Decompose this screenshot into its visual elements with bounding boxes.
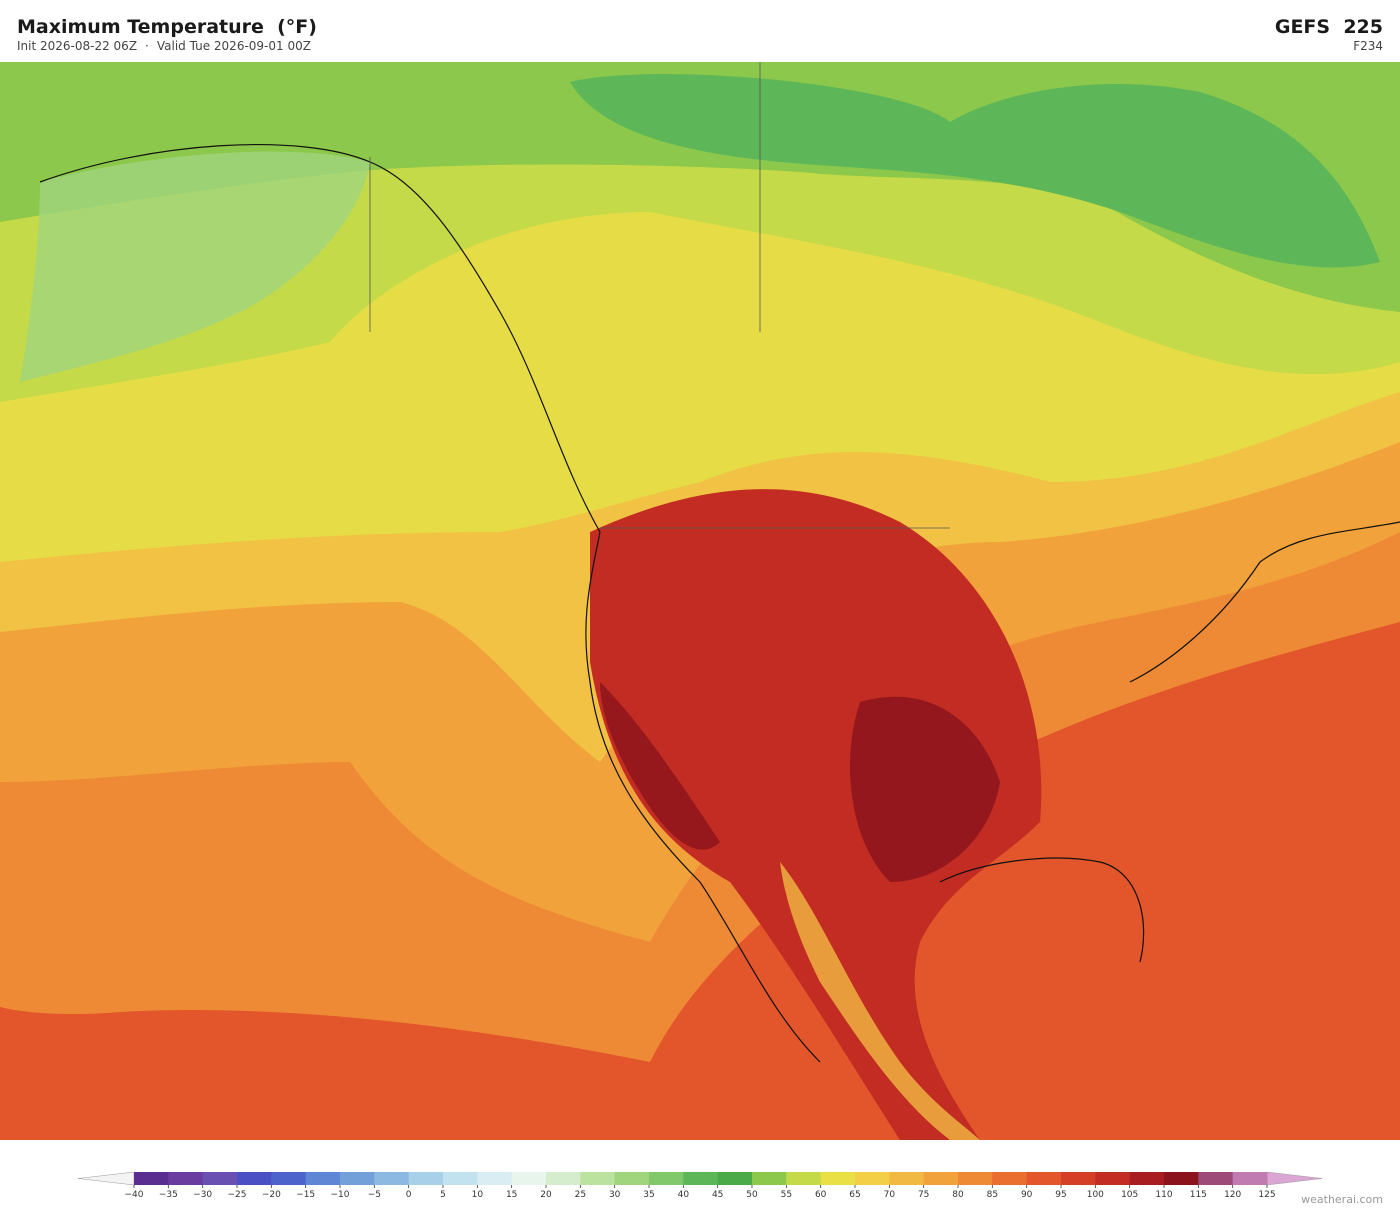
colorbar-swatch [305,1172,341,1185]
subtitle: Init 2026-08-22 06Z · Valid Tue 2026-09-01… [17,39,319,53]
colorbar-tick-label: 15 [506,1190,517,1200]
watermark: weatherai.com [1301,1193,1383,1206]
colorbar-tick-label: −40 [125,1190,144,1200]
colorbar-swatch [374,1172,410,1185]
colorbar-tick-label: 45 [712,1190,723,1200]
colorbar-swatch [923,1172,959,1185]
map-field [590,489,1042,1140]
colorbar-tick-label: 95 [1055,1190,1066,1200]
colorbar-swatch [477,1172,513,1185]
colorbar: −40 −35 −30 −25 −20 −15 −10 −5 0 5 10 15 20 25 30 35 40 4… [77,1171,1323,1200]
colorbar-tick-label: 80 [952,1190,964,1200]
colorbar-swatch [546,1172,581,1185]
colorbar-tick-label: −25 [228,1190,247,1200]
colorbar-tick-label: 20 [540,1190,552,1200]
colorbar-swatch [820,1172,856,1185]
colorbar-swatch [1026,1172,1062,1185]
map-field [570,74,1380,268]
colorbar-swatch [340,1172,375,1185]
colorbar-swatch [958,1172,993,1185]
colorbar-tick-label: 105 [1121,1190,1138,1200]
colorbar-swatch [992,1172,1028,1185]
colorbar-tick-label: 35 [643,1190,654,1200]
colorbar-swatch [786,1172,822,1185]
colorbar-tick-label: 125 [1258,1190,1275,1200]
colorbar-tick-label: −35 [159,1190,178,1200]
map-field [850,696,1000,882]
coastline [39,144,601,533]
colorbar-swatch [717,1172,753,1185]
map-field [20,151,370,382]
colorbar-swatch [1232,1172,1268,1185]
colorbar-tick-label: 100 [1087,1190,1104,1200]
coastline [1129,521,1400,683]
colorbar-swatch [237,1172,272,1185]
colorbar-tick-label: 70 [884,1190,896,1200]
colorbar-tick-label: 10 [472,1190,484,1200]
coastline [939,857,1145,963]
colorbar-tick-label: 65 [849,1190,860,1200]
colorbar-swatch [443,1172,478,1185]
colorbar-swatch [408,1172,444,1185]
valid-time: Valid Tue 2026-09-01 00Z [156,39,311,53]
colorbar-swatch [1061,1172,1096,1185]
colorbar-swatch [1129,1172,1165,1185]
colorbar-tick-label: 55 [781,1190,792,1200]
colorbar-swatch [168,1172,204,1185]
colorbar-swatch [134,1172,169,1185]
colorbar-tick-label: 120 [1224,1190,1241,1200]
colorbar-tick-label: 0 [406,1190,412,1200]
colorbar-swatch [855,1172,890,1185]
colorbar-swatch [511,1172,547,1185]
colorbar-under [77,1171,135,1186]
colorbar-swatch [683,1172,719,1185]
colorbar-tick-label: −30 [193,1190,212,1200]
colorbar-tick-label: 90 [1021,1190,1033,1200]
colorbar-tick-label: 75 [918,1190,929,1200]
border [369,62,950,529]
colorbar-tick-label: 60 [815,1190,827,1200]
colorbar-swatch [1164,1172,1199,1185]
colorbar-swatch [889,1172,925,1185]
map-field [600,682,720,850]
colorbar-tick-label: −15 [296,1190,315,1200]
model-name: GEFS 225 [1274,16,1383,38]
separator: · [145,39,149,53]
colorbar-swatch [614,1172,650,1185]
colorbar-tick-label: 110 [1155,1190,1172,1200]
colorbar-tick-label: 30 [609,1190,621,1200]
colorbar-tick-label: 40 [678,1190,690,1200]
colorbar-swatch [752,1172,787,1185]
colorbar-swatch [202,1172,238,1185]
coastline [585,531,821,1063]
colorbar-swatch [1198,1172,1234,1185]
colorbar-tick-label: 115 [1190,1190,1207,1200]
init-time: Init 2026-08-22 06Z [17,39,138,53]
colorbar-swatch [649,1172,684,1185]
temperature-map [0,62,1400,1140]
colorbar-tick-label: 50 [746,1190,758,1200]
colorbar-tick-label: 85 [987,1190,998,1200]
colorbar-tick-label: −20 [262,1190,281,1200]
colorbar-tick-label: −5 [368,1190,381,1200]
colorbar-tick-label: 25 [575,1190,586,1200]
colorbar-swatch [271,1172,307,1185]
colorbar-tick-label: 5 [440,1190,446,1200]
colorbar-swatch [1095,1172,1131,1185]
colorbar-over [1266,1171,1323,1186]
title: Maximum Temperature (°F) [17,16,317,38]
colorbar-tick-label: −10 [331,1190,350,1200]
colorbar-swatch [580,1172,616,1185]
forecast-hour: F234 [1353,39,1383,53]
